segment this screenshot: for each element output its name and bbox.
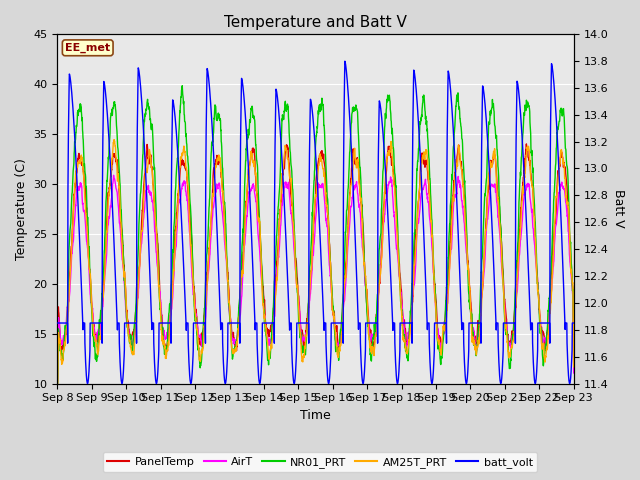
Y-axis label: Temperature (C): Temperature (C) [15, 158, 28, 260]
Title: Temperature and Batt V: Temperature and Batt V [224, 15, 407, 30]
X-axis label: Time: Time [300, 409, 331, 422]
Y-axis label: Batt V: Batt V [612, 190, 625, 228]
Legend: PanelTemp, AirT, NR01_PRT, AM25T_PRT, batt_volt: PanelTemp, AirT, NR01_PRT, AM25T_PRT, ba… [102, 452, 538, 472]
Text: EE_met: EE_met [65, 43, 110, 53]
